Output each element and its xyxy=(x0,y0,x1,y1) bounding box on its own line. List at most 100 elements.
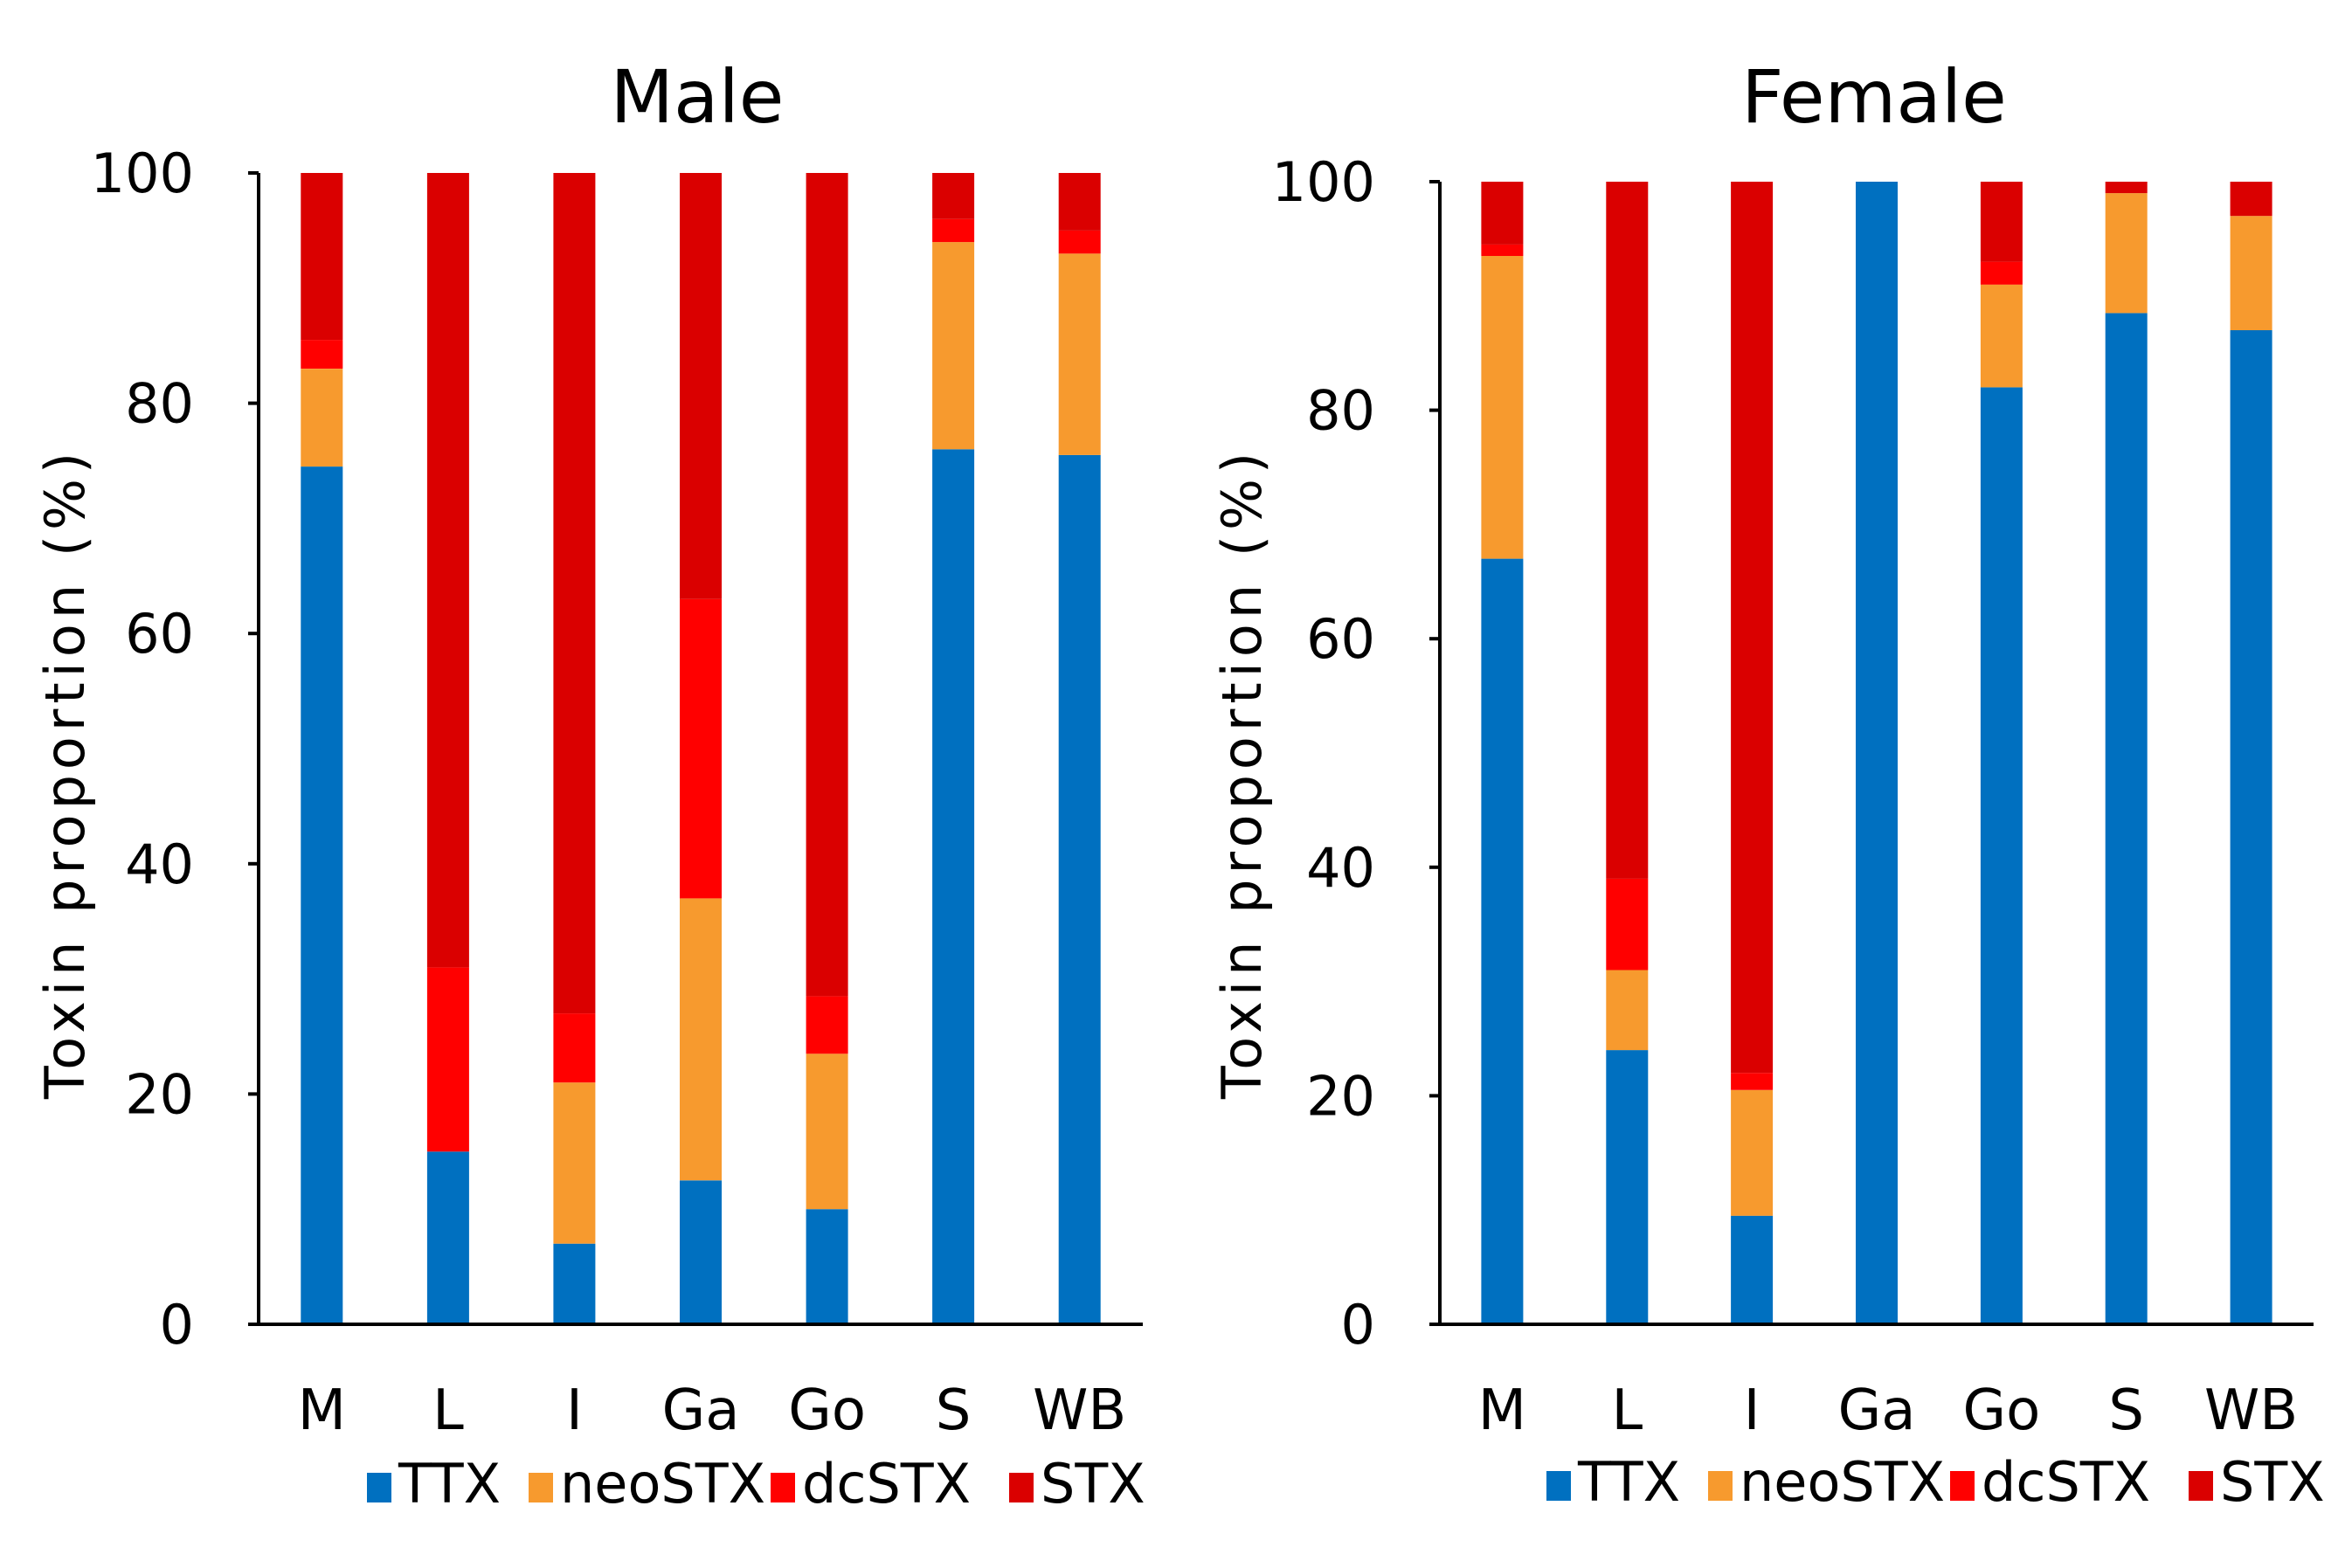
bar-l-ttx xyxy=(426,1151,469,1324)
bar-l-neostx xyxy=(1606,970,1649,1051)
bar-go-ttx xyxy=(806,1209,848,1324)
y-tick-label: 40 xyxy=(1306,836,1375,900)
bar-i-ttx xyxy=(553,1243,596,1324)
y-tick-label: 20 xyxy=(125,1062,194,1126)
bar-ga-ttx xyxy=(1856,182,1898,1324)
bar-l-stx xyxy=(1606,182,1649,879)
legend-swatch-dcstx xyxy=(1950,1471,1975,1501)
bar-go-dcstx xyxy=(1980,261,2023,285)
bar-s-dcstx xyxy=(932,218,975,243)
bar-m-ttx xyxy=(1481,558,1524,1324)
bar-i-neostx xyxy=(1731,1089,1774,1216)
category-label: WB xyxy=(2204,1378,2298,1443)
category-labels: M L I Ga Go S WB xyxy=(1478,1378,2298,1443)
bar-ga-stx xyxy=(680,173,722,599)
bar-wb-neostx xyxy=(2230,216,2272,330)
y-tick-label: 20 xyxy=(1306,1064,1375,1128)
category-label: Ga xyxy=(662,1378,740,1443)
legend-swatch-dcstx xyxy=(771,1473,795,1502)
bar-m-stx xyxy=(301,173,343,341)
bar-wb-stx xyxy=(1058,173,1101,231)
bar-i-stx xyxy=(1731,182,1774,1074)
chart-title: Female xyxy=(1741,54,2007,140)
y-tick-label: 40 xyxy=(125,832,194,896)
category-label: S xyxy=(936,1378,972,1443)
category-label: M xyxy=(1478,1378,1526,1443)
bar-s-neostx xyxy=(2105,193,2148,314)
legend-swatch-ttx xyxy=(1546,1471,1571,1501)
bar-l-dcstx xyxy=(1606,878,1649,971)
axes-group xyxy=(248,171,1143,1326)
bar-wb-stx xyxy=(2230,182,2272,217)
legend: TTX neoSTX dcSTX STX xyxy=(367,1452,1145,1516)
y-tick-label: 80 xyxy=(1306,379,1375,443)
bar-go-neostx xyxy=(1980,284,2023,388)
category-label: Go xyxy=(1963,1378,2041,1443)
category-label: Ga xyxy=(1838,1378,1916,1443)
bar-m-neostx xyxy=(301,369,343,467)
bar-wb-dcstx xyxy=(1058,230,1101,254)
bar-m-ttx xyxy=(301,466,343,1324)
category-label: L xyxy=(1611,1378,1643,1443)
legend-label-dcstx: dcSTX xyxy=(802,1452,971,1516)
bar-i-neostx xyxy=(553,1082,596,1244)
y-tick-label: 80 xyxy=(125,372,194,436)
bar-s-ttx xyxy=(932,449,975,1324)
y-tick-label: 0 xyxy=(1341,1293,1375,1357)
bar-ga-ttx xyxy=(680,1180,722,1325)
bar-go-dcstx xyxy=(806,996,848,1054)
axes-group xyxy=(1429,180,2314,1326)
male-panel: Male Toxin proportion (%) 0 20 40 60 80 100 M… xyxy=(33,54,1145,1516)
bar-i-dcstx xyxy=(1731,1073,1774,1090)
bar-s-neostx xyxy=(932,242,975,450)
y-tick-label: 60 xyxy=(1306,607,1375,671)
category-label: L xyxy=(432,1378,464,1443)
category-label: S xyxy=(2108,1378,2144,1443)
bars-group xyxy=(301,173,1101,1325)
bar-i-stx xyxy=(553,173,596,1014)
bar-wb-ttx xyxy=(2230,330,2272,1324)
bar-ga-dcstx xyxy=(680,598,722,899)
bar-m-dcstx xyxy=(301,340,343,369)
bars-group xyxy=(1481,182,2272,1324)
legend-label-neostx: neoSTX xyxy=(560,1452,765,1516)
y-tick-label: 100 xyxy=(1272,150,1375,214)
y-tick-label: 60 xyxy=(125,602,194,666)
legend-label-neostx: neoSTX xyxy=(1740,1450,1945,1514)
y-axis-label: Toxin proportion (%) xyxy=(33,447,97,1100)
y-tick-label: 100 xyxy=(91,142,194,205)
legend-swatch-neostx xyxy=(529,1473,553,1502)
legend-swatch-neostx xyxy=(1708,1471,1733,1501)
y-axis-label: Toxin proportion (%) xyxy=(1210,447,1274,1100)
bar-go-ttx xyxy=(1980,387,2023,1324)
bar-l-stx xyxy=(426,173,469,968)
tick-labels: 0 20 40 60 80 100 xyxy=(1272,150,1375,1357)
category-label: I xyxy=(1744,1378,1760,1443)
bar-s-stx xyxy=(932,173,975,219)
bar-wb-neostx xyxy=(1058,253,1101,455)
category-label: I xyxy=(566,1378,583,1443)
legend-label-stx: STX xyxy=(1041,1452,1145,1516)
chart-title: Male xyxy=(611,54,785,140)
bar-ga-neostx xyxy=(680,898,722,1181)
bar-i-ttx xyxy=(1731,1215,1774,1324)
bar-go-neostx xyxy=(806,1053,848,1210)
legend: TTX neoSTX dcSTX STX xyxy=(1546,1450,2325,1514)
bar-go-stx xyxy=(1980,182,2023,262)
bar-m-neostx xyxy=(1481,256,1524,559)
bar-s-stx xyxy=(2105,182,2148,194)
bar-l-ttx xyxy=(1606,1050,1649,1324)
legend-swatch-stx xyxy=(2189,1471,2213,1501)
bar-wb-ttx xyxy=(1058,454,1101,1324)
legend-label-ttx: TTX xyxy=(398,1452,501,1516)
category-label: Go xyxy=(788,1378,866,1443)
category-labels: M L I Ga Go S WB xyxy=(298,1378,1127,1443)
legend-label-ttx: TTX xyxy=(1577,1450,1680,1514)
tick-labels: 0 20 40 60 80 100 xyxy=(91,142,194,1357)
bar-go-stx xyxy=(806,173,848,997)
legend-swatch-stx xyxy=(1009,1473,1034,1502)
category-label: M xyxy=(298,1378,346,1443)
bar-s-ttx xyxy=(2105,313,2148,1324)
category-label: WB xyxy=(1033,1378,1126,1443)
